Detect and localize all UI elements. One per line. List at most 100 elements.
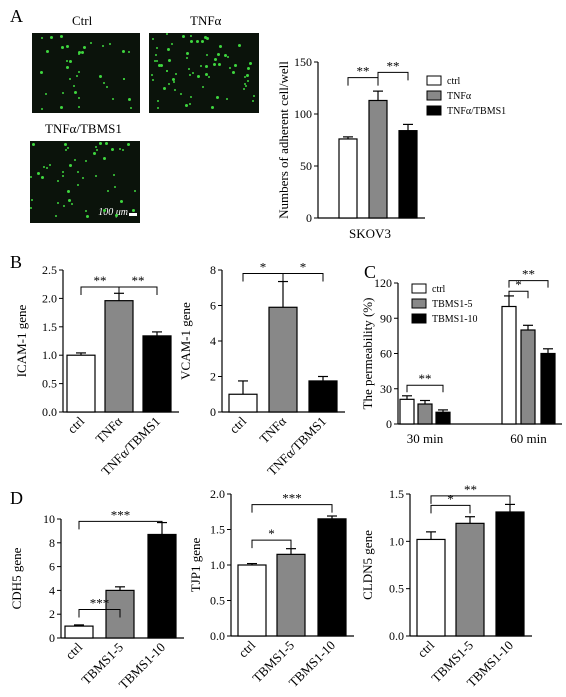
cell-dot [30, 206, 33, 209]
scale-bar [129, 213, 137, 216]
cell-dot [243, 76, 246, 79]
cell-dot [189, 39, 193, 43]
vcam-bar [268, 306, 298, 413]
cell-dot [31, 142, 35, 146]
vcam-y-tick-label: 4 [210, 334, 216, 348]
cdh5-x-tick-label: ctrl [62, 639, 85, 662]
cell-dot [103, 156, 107, 160]
cell-dot [128, 51, 131, 54]
cell-dot [245, 84, 248, 87]
cell-dot [218, 44, 222, 48]
tjp1-y-tick-label: 1.5 [210, 523, 225, 537]
cell-dot [65, 60, 68, 63]
permeability-y-tick-label: 0 [386, 417, 392, 431]
cdh5-y-tick-label: 4 [49, 583, 55, 597]
icam-x-tick-label: ctrl [64, 413, 87, 436]
vcam-y-tick-label: 0 [210, 405, 216, 419]
cell-dot [84, 210, 87, 213]
adhesion-bar [398, 130, 418, 219]
icam-y-tick-label: 0.5 [42, 377, 57, 391]
scale-bar-label: 100 μm [98, 207, 128, 218]
cell-dot [119, 148, 122, 151]
adhesion-legend-swatch [426, 90, 442, 101]
icam-y-tick-label: 1.5 [42, 320, 57, 334]
tjp1-significance-bracket [251, 539, 292, 549]
cell-dot [85, 159, 88, 162]
permeability-significance-bracket [508, 290, 529, 299]
cell-dot [160, 63, 164, 67]
cdh5-bar [64, 625, 94, 639]
tjp1-significance-bracket [251, 504, 333, 513]
tjp1-x-tick-label: ctrl [235, 637, 258, 660]
tjp1-significance-label: *** [282, 491, 302, 506]
cdh5-significance-label: *** [90, 595, 110, 610]
cell-dot [78, 71, 81, 74]
cell-dot [166, 48, 170, 52]
cell-dot [207, 76, 210, 79]
cell-dot [154, 54, 157, 57]
cell-dot [111, 98, 114, 101]
adhesion-legend-label: ctrl [447, 76, 461, 87]
cell-dot [182, 34, 186, 38]
cell-dot [216, 53, 220, 57]
cdh5-x-tick-label: TBMS1-10 [116, 640, 168, 692]
adhesion-significance-bracket [377, 71, 409, 81]
cell-dot [39, 70, 43, 74]
cell-dot [201, 40, 205, 44]
cldn5-y-tick-label: 1.0 [389, 534, 404, 548]
cell-dot [106, 190, 109, 193]
cell-dot [81, 176, 84, 179]
permeability-x-tick-label: 30 min [407, 431, 444, 446]
cell-dot [80, 50, 84, 54]
cell-dot [67, 198, 71, 202]
vcam-bar [308, 380, 338, 413]
cell-dot [40, 176, 44, 180]
cell-dot [156, 47, 159, 50]
cell-dot [229, 67, 232, 70]
cell-dot [78, 50, 82, 54]
vcam-x-tick-label: ctrl [226, 413, 249, 436]
cell-dot [174, 72, 177, 75]
cell-dot [206, 36, 210, 40]
permeability-legend-label: ctrl [432, 284, 446, 295]
cell-dot [119, 199, 123, 203]
cell-dot [157, 99, 160, 102]
cell-dot [69, 164, 73, 168]
cell-dot [114, 213, 118, 217]
cell-dot [122, 77, 125, 80]
cdh5-significance-label: *** [111, 507, 131, 522]
tjp1-significance-label: * [268, 526, 275, 541]
cdh5-y-tick-label: 6 [49, 560, 55, 574]
permeability-legend-label: TBMS1-10 [432, 314, 478, 325]
cell-dot [65, 66, 69, 70]
cldn5-significance-label: ** [464, 482, 477, 497]
cell-dot [244, 83, 247, 86]
cldn5-bar [455, 522, 485, 637]
cell-dot [212, 63, 216, 67]
adhesion-x-axis-label: SKOV3 [349, 226, 391, 241]
adhesion-bar [338, 138, 358, 219]
cldn5-y-tick-label: 0.5 [389, 582, 404, 596]
cell-dot [49, 35, 53, 39]
cell-dot [122, 50, 126, 54]
permeability-significance-label: ** [419, 371, 432, 386]
cell-dot [231, 71, 235, 75]
icam-y-axis-label: ICAM-1 gene [14, 304, 29, 377]
cell-dot [77, 170, 80, 173]
cell-dot [57, 179, 60, 182]
cell-dot [165, 69, 168, 72]
permeability-y-tick-label: 30 [380, 382, 392, 396]
panel-label-c: C [364, 262, 377, 282]
cell-dot [41, 108, 44, 111]
adhesion-significance-label: ** [357, 64, 370, 79]
cell-dot [98, 75, 102, 79]
cell-dot [85, 214, 89, 218]
cdh5-y-tick-label: 0 [49, 631, 55, 645]
permeability-legend-swatch [411, 298, 427, 309]
cell-dot [61, 45, 65, 49]
cell-dot [162, 86, 166, 90]
cell-dot [30, 176, 32, 179]
vcam-y-tick-label: 8 [210, 263, 216, 277]
cell-dot [59, 34, 63, 38]
cldn5-significance-bracket [430, 504, 471, 514]
